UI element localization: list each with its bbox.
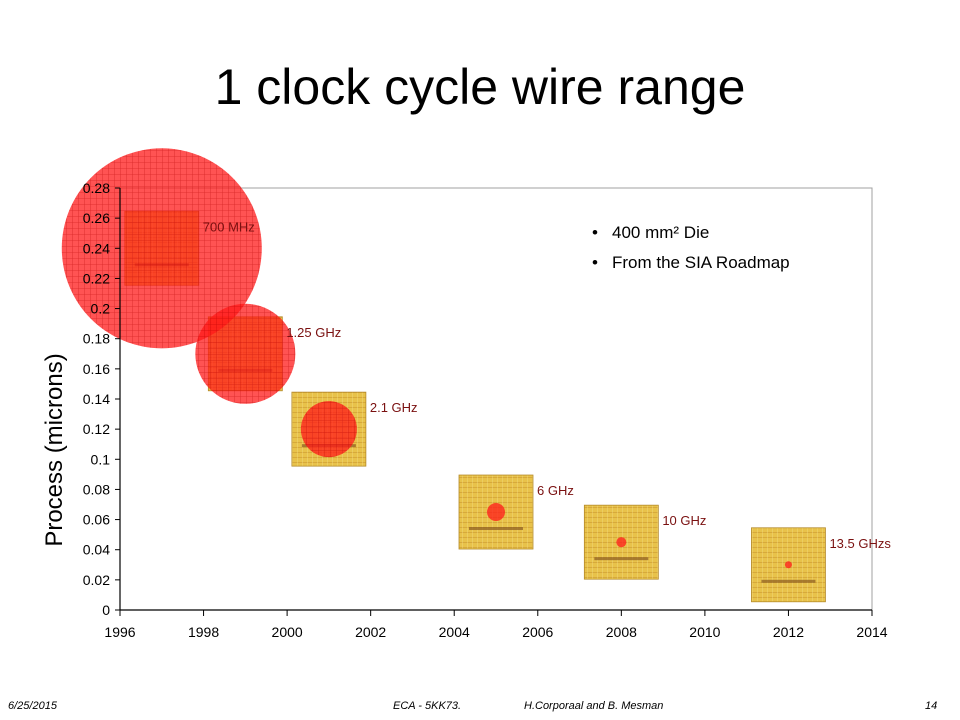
annotation-box: • 400 mm² Die • From the SIA Roadmap: [592, 223, 790, 272]
svg-text:•: •: [592, 223, 598, 242]
y-axis-label: Process (microns): [41, 353, 68, 546]
die-chip-detail: [469, 527, 523, 531]
annotation-die: 400 mm² Die: [612, 223, 709, 242]
wire-range-bubble-grid: [300, 401, 357, 458]
frequency-label: 6 GHz: [537, 483, 574, 498]
x-tick-label: 2014: [856, 624, 887, 640]
y-tick-label: 0.12: [83, 421, 110, 437]
annotation-source: From the SIA Roadmap: [612, 253, 790, 272]
y-tick-label: 0.02: [83, 572, 110, 588]
svg-text:•: •: [592, 253, 598, 272]
frequency-label: 2.1 GHz: [370, 400, 418, 415]
x-tick-label: 2008: [606, 624, 637, 640]
y-tick-label: 0.16: [83, 361, 110, 377]
x-tick-label: 2012: [773, 624, 804, 640]
wire-range-bubble: [616, 537, 627, 548]
y-tick-label: 0.1: [91, 451, 111, 467]
frequency-label: 1.25 GHz: [286, 325, 341, 340]
x-tick-label: 2006: [522, 624, 553, 640]
bubble-chart: 1996 1998 2000 2002 2004 2006 2008 2010 2012 2014…: [41, 148, 891, 640]
footer-date: 6/25/2015: [8, 700, 57, 712]
y-tick-label: 0.06: [83, 512, 110, 528]
die-chip-detail: [761, 579, 816, 583]
y-tick-label: 0.18: [83, 331, 110, 347]
x-tick-label: 1998: [188, 624, 219, 640]
footer-page-number: 14: [925, 700, 938, 712]
y-tick-label: 0.04: [83, 542, 110, 558]
x-tick-label: 1996: [104, 624, 135, 640]
y-tick-label: 0.24: [83, 240, 110, 256]
x-tick-label: 2002: [355, 624, 386, 640]
wire-range-bubble-grid: [61, 148, 262, 349]
frequency-label: 700 MHz: [203, 219, 255, 234]
x-tick-label: 2004: [439, 624, 470, 640]
slide-title: 1 clock cycle wire range: [214, 59, 746, 115]
y-tick-label: 0.14: [83, 391, 110, 407]
y-tick-label: 0.28: [83, 180, 110, 196]
y-tick-label: 0.26: [83, 210, 110, 226]
wire-range-bubble: [487, 503, 505, 522]
x-tick-label: 2010: [689, 624, 720, 640]
x-tick-label: 2000: [272, 624, 303, 640]
footer-authors: H.Corporaal and B. Mesman: [524, 700, 664, 712]
y-tick-label: 0.08: [83, 481, 110, 497]
frequency-label: 13.5 GHzs: [829, 536, 891, 551]
footer-course: ECA - 5KK73.: [393, 700, 462, 712]
die-chip-detail: [594, 557, 649, 561]
y-tick-label: 0.22: [83, 270, 110, 286]
frequency-label: 10 GHz: [662, 513, 706, 528]
wire-range-bubble: [784, 561, 792, 569]
wire-range-bubble-grid: [195, 303, 296, 404]
y-tick-label: 0: [102, 602, 110, 618]
y-tick-label: 0.2: [91, 301, 111, 317]
